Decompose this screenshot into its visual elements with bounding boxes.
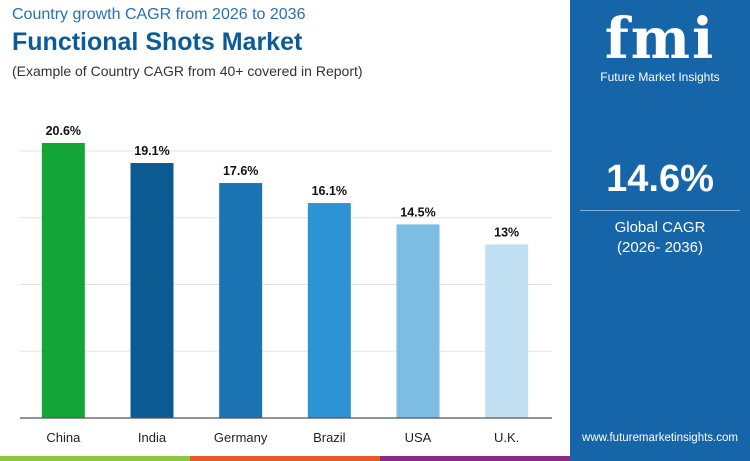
stripe-orange <box>190 456 380 461</box>
bar-brazil <box>307 203 351 418</box>
logo-text: fmi <box>604 6 716 72</box>
global-cagr-value: 14.6% <box>606 158 714 200</box>
fmi-logo: fmi Future Market Insights <box>570 8 750 84</box>
x-tick-label: Brazil <box>313 430 346 445</box>
global-cagr-label: Global CAGR (2026- 2036) <box>570 218 750 258</box>
data-label: 19.1% <box>134 144 169 158</box>
x-tick-label: Germany <box>214 430 268 445</box>
global-cagr-period: (2026- 2036) <box>617 239 703 256</box>
bar-india <box>130 163 174 418</box>
x-tick-label: China <box>46 430 81 445</box>
bar-china <box>41 142 85 419</box>
chart-title: Functional Shots Market <box>12 28 303 56</box>
bar-chart: 20.6% China 19.1% India 17.6% Germany 16.1% Bra… <box>20 124 552 445</box>
data-label: 13% <box>494 225 519 239</box>
x-tick-label: U.K. <box>494 430 519 445</box>
bar-germany <box>219 183 263 418</box>
logo-subtext: Future Market Insights <box>600 70 720 84</box>
stripe-purple <box>380 456 570 461</box>
data-label: 17.6% <box>223 164 258 178</box>
stripe-green <box>0 456 190 461</box>
x-tick-label: USA <box>405 430 432 445</box>
bar-uk <box>485 244 529 418</box>
global-cagr-text: Global CAGR <box>614 219 706 236</box>
chart-note: (Example of Country CAGR from 40+ covere… <box>12 63 363 79</box>
x-tick-label: India <box>138 430 167 445</box>
divider <box>580 210 740 211</box>
chart-subtitle: Country growth CAGR from 2026 to 2036 <box>12 6 306 23</box>
sidebar: fmi Future Market Insights 14.6% Global … <box>570 0 750 461</box>
data-label: 14.5% <box>400 205 435 219</box>
bar-usa <box>396 224 440 418</box>
website-link[interactable]: www.futuremarketinsights.com <box>582 432 738 444</box>
data-label: 16.1% <box>312 184 347 198</box>
data-label: 20.6% <box>46 124 81 138</box>
